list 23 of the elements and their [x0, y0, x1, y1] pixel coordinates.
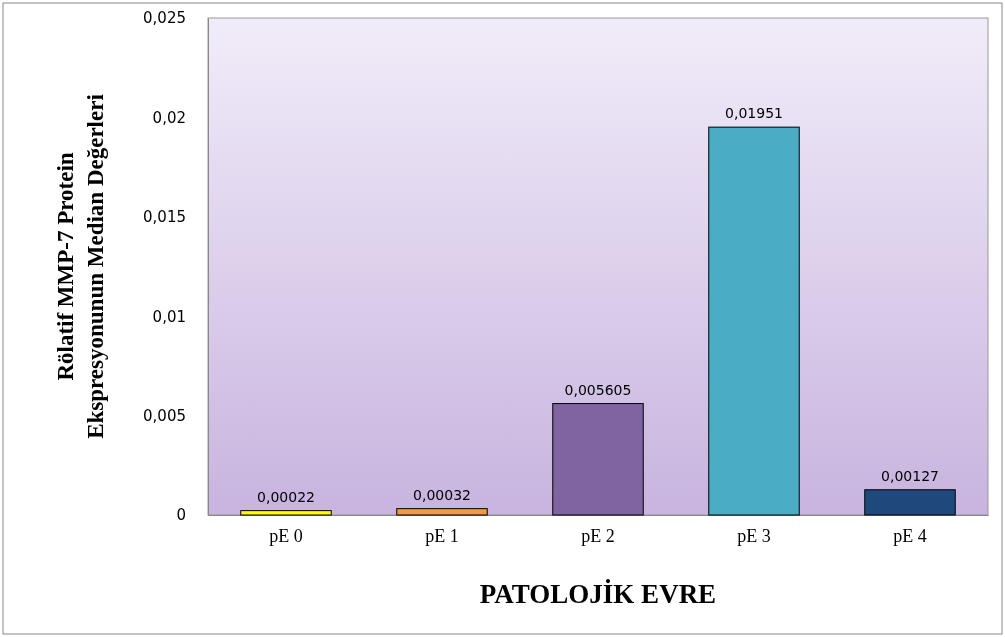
x-tick-label: pE 4	[893, 525, 927, 546]
y-tick-label: 0	[176, 506, 186, 525]
data-label: 0,005605	[564, 381, 632, 398]
x-tick-label: pE 2	[581, 525, 615, 546]
data-label: 0,00032	[413, 486, 471, 503]
bar	[396, 508, 488, 516]
bar	[240, 510, 332, 516]
x-tick-label: pE 3	[737, 525, 771, 546]
bar	[552, 403, 644, 516]
y-tick-label: 0,01	[152, 307, 186, 326]
data-label: 0,00127	[881, 467, 939, 484]
bar	[708, 126, 800, 516]
x-tick-label: pE 0	[269, 525, 303, 546]
y-axis-title: Rölatif MMP-7 Protein Ekspresyonunun Median Değerleri	[53, 93, 108, 439]
x-axis-title: PATOLOJİK EVRE	[479, 579, 717, 609]
data-label: 0,00022	[257, 488, 315, 505]
bar	[864, 489, 956, 516]
data-label: 0,01951	[725, 105, 783, 122]
y-tick-label: 0,02	[152, 108, 186, 127]
y-tick-label: 0,015	[143, 208, 186, 227]
y-tick-label: 0,005	[143, 406, 186, 425]
y-tick-label: 0,025	[143, 9, 186, 28]
x-tick-label: pE 1	[425, 525, 459, 546]
